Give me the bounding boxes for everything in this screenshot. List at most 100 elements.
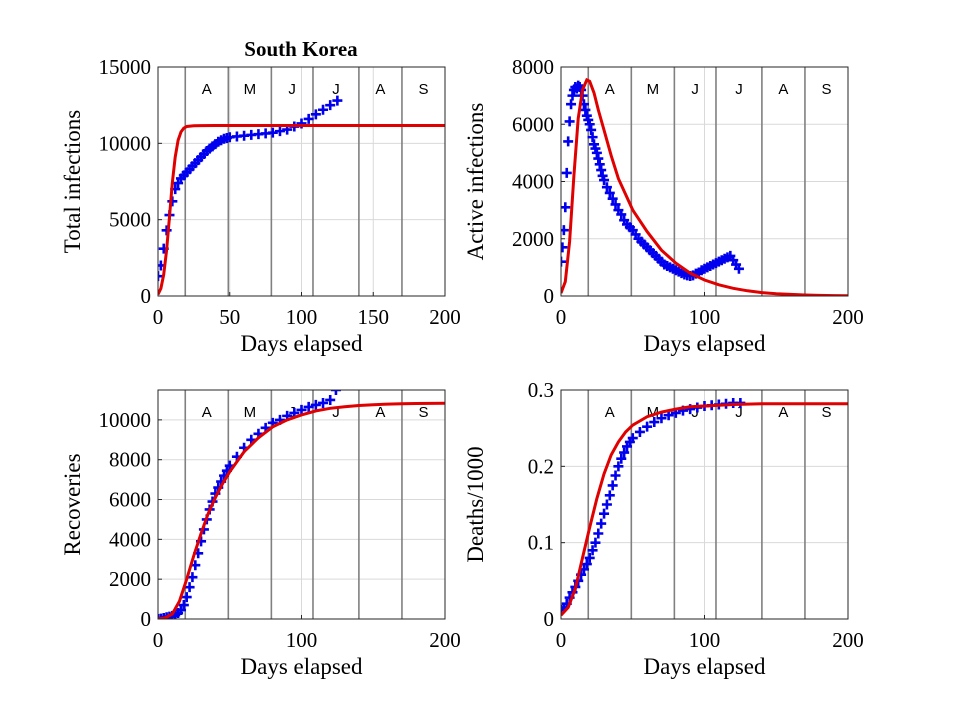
x-tick-label: 0 [556,305,567,329]
observed-point [601,499,612,510]
observed-point [566,99,577,110]
x-axis-label: Days elapsed [644,654,766,679]
month-label: A [778,404,788,421]
month-label: A [605,81,615,98]
observed-point [599,175,610,186]
y-axis-label: Active infections [463,103,488,261]
observed-point [581,559,592,570]
observed-point [599,508,610,519]
x-tick-label: 150 [358,305,390,329]
month-label: S [418,404,428,421]
model-curve [561,402,848,617]
y-tick-label: 0.2 [528,454,554,478]
month-label: S [418,81,428,98]
observed-point [567,90,578,101]
observed-point [616,453,627,464]
observed-point [619,447,630,458]
observed-point [187,572,198,583]
observed-series [561,397,746,615]
x-axis-label: Days elapsed [644,331,766,356]
month-label: J [288,81,296,98]
month-label: J [735,81,743,98]
y-tick-label: 0 [141,284,152,308]
observed-point [593,528,604,539]
observed-point [642,421,653,432]
observed-point [616,209,627,220]
x-tick-label: 0 [556,628,567,652]
observed-point [649,417,660,428]
y-tick-label: 8000 [512,55,554,79]
observed-point [586,124,597,135]
observed-point [563,136,574,147]
month-label: M [244,81,257,98]
observed-point [561,167,572,178]
month-label: A [375,404,385,421]
observed-point [564,116,575,127]
observed-point [607,480,618,491]
observed-point [610,199,621,210]
observed-point [584,119,595,130]
model-curve [561,77,848,296]
y-axis-label: Deaths/1000 [463,446,488,562]
observed-point [178,600,189,611]
observed-point [561,256,566,267]
y-tick-label: 6000 [512,112,554,136]
y-tick-label: 5000 [109,208,151,232]
observed-series [158,95,343,282]
y-tick-label: 8000 [109,448,151,472]
observed-point [607,193,618,204]
model-curve [158,401,445,619]
month-label: A [778,81,788,98]
y-tick-label: 0 [544,607,555,631]
observed-point [634,426,645,437]
x-tick-label: 100 [689,628,721,652]
observed-point [601,182,612,193]
observed-point [580,104,591,115]
x-tick-label: 200 [429,628,461,652]
observed-point [604,490,615,501]
month-label: M [647,81,660,98]
observed-point [330,390,341,395]
month-label: J [735,404,743,421]
observed-point [274,126,285,137]
figure-title: South Korea [244,37,358,61]
observed-point [561,225,569,236]
month-label: S [821,81,831,98]
observed-point [587,132,598,143]
observed-point [656,413,667,424]
x-tick-label: 100 [689,305,721,329]
y-tick-label: 0 [544,284,555,308]
chart-panel-recoveries: A M J J A S0 100 2000200040006000800010000Days … [60,389,461,679]
month-label: A [375,81,385,98]
observed-point [733,263,744,274]
observed-point [318,397,329,408]
observed-point [158,271,163,282]
observed-point [267,127,278,138]
observed-point [584,552,595,563]
y-axis-label: Recoveries [60,453,85,555]
x-tick-label: 50 [219,305,240,329]
x-tick-label: 0 [153,305,164,329]
observed-point [593,153,604,164]
y-tick-label: 0 [141,607,152,631]
month-label: J [332,81,340,98]
observed-point [325,394,336,405]
x-tick-label: 100 [286,628,318,652]
observed-point [591,147,602,158]
observed-point [310,109,321,120]
observed-point [325,100,336,111]
month-label: A [202,404,212,421]
observed-point [627,433,638,444]
month-label: J [691,81,699,98]
y-tick-label: 0.3 [528,378,554,402]
x-tick-label: 100 [286,305,318,329]
observed-point [610,470,621,481]
observed-point [604,187,615,198]
x-axis-label: Days elapsed [241,654,363,679]
x-tick-label: 0 [153,628,164,652]
month-label: A [202,81,212,98]
month-label: A [605,404,615,421]
